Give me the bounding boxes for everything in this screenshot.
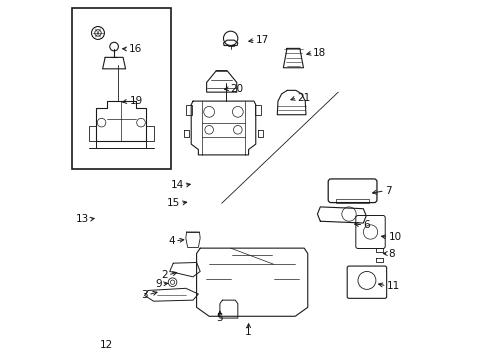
Text: 15: 15 <box>167 198 180 208</box>
Bar <box>337 199 368 203</box>
Bar <box>89 126 96 140</box>
Text: 6: 6 <box>364 220 370 230</box>
Text: 19: 19 <box>129 96 143 106</box>
Text: 16: 16 <box>128 44 142 54</box>
Text: 3: 3 <box>142 290 148 300</box>
Bar <box>72 8 172 169</box>
Text: 7: 7 <box>385 186 392 196</box>
Text: 10: 10 <box>389 232 402 242</box>
Text: 18: 18 <box>313 48 326 58</box>
Text: 20: 20 <box>231 84 244 94</box>
Text: 13: 13 <box>76 215 89 224</box>
Text: 1: 1 <box>245 327 252 337</box>
Text: 4: 4 <box>169 236 175 246</box>
Text: 2: 2 <box>161 270 168 280</box>
Text: 21: 21 <box>297 93 310 103</box>
Bar <box>186 105 192 116</box>
Text: 9: 9 <box>155 279 162 289</box>
Bar <box>147 126 153 140</box>
Text: 5: 5 <box>217 313 223 323</box>
Text: 17: 17 <box>256 35 269 45</box>
Text: 11: 11 <box>387 281 400 291</box>
Text: 12: 12 <box>100 340 114 350</box>
Text: 8: 8 <box>389 248 395 258</box>
Bar <box>255 105 261 116</box>
Text: 14: 14 <box>171 180 184 190</box>
